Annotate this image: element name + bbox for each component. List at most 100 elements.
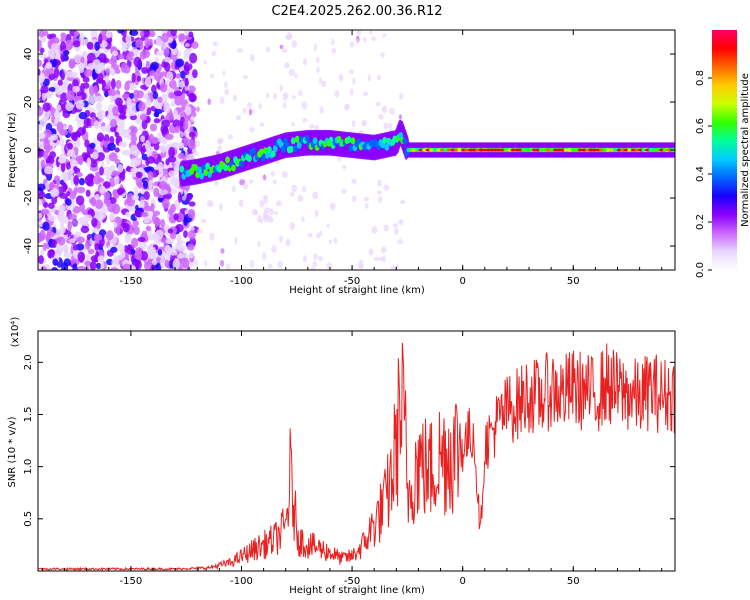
bottom-y-tick-label: 1.5 <box>23 407 34 423</box>
heatmap-cell <box>272 179 277 185</box>
heatmap-cell <box>94 41 100 52</box>
heatmap-cell <box>231 164 236 172</box>
heatmap-cell <box>301 101 308 110</box>
heatmap-cell <box>46 231 55 238</box>
heatmap-cell <box>160 93 168 105</box>
heatmap-cell <box>133 226 140 236</box>
heatmap-cell <box>262 174 267 181</box>
heatmap-cell <box>302 117 308 123</box>
heatmap-cell <box>48 249 55 258</box>
heatmap-cell <box>194 259 199 267</box>
heatmap-cell <box>242 107 247 114</box>
heatmap-cell <box>208 232 215 241</box>
heatmap-cell <box>144 37 150 49</box>
colorbar-label: Normalized spectral amplitude <box>740 73 750 227</box>
heatmap-cell <box>57 157 67 164</box>
heatmap-cell <box>115 79 122 90</box>
heatmap-cell <box>193 164 199 172</box>
heatmap-cell <box>184 77 189 87</box>
heatmap-cell <box>58 209 65 219</box>
heatmap-cell <box>78 111 88 120</box>
heatmap-cell <box>91 217 98 228</box>
heatmap-cell <box>95 95 104 102</box>
heatmap-cell <box>53 67 60 79</box>
heatmap-cell <box>75 99 85 110</box>
heatmap-cell <box>60 37 66 43</box>
heatmap-cell <box>377 179 382 187</box>
heatmap-cell <box>380 52 385 58</box>
bottom-y-tick-label: 2.0 <box>23 354 34 370</box>
heatmap-cell <box>302 58 308 66</box>
heatmap-cell <box>173 90 183 96</box>
top-y-tick-label: -20 <box>23 190 34 206</box>
heatmap-cell <box>232 94 238 102</box>
top-y-ticks: -40 -20 0 20 40 <box>23 48 675 254</box>
heatmap-cell <box>142 94 150 100</box>
heatmap-cell <box>140 135 146 143</box>
heatmap-cell <box>139 199 145 208</box>
heatmap-cell <box>156 132 163 143</box>
heatmap-cell <box>128 51 134 58</box>
heatmap-cell <box>188 201 196 207</box>
heatmap-cell <box>249 179 254 184</box>
heatmap-cell <box>165 238 174 245</box>
heatmap-cell <box>139 30 145 38</box>
heatmap-cell <box>163 62 171 72</box>
heatmap-cell <box>137 236 146 243</box>
top-x-axis-label: Height of straight line (km) <box>289 285 425 296</box>
heatmap-cell <box>158 189 168 195</box>
snr-series-line <box>38 342 675 571</box>
heatmap-cell <box>186 193 193 202</box>
heatmap-cell <box>74 95 80 102</box>
heatmap-cell <box>59 217 65 229</box>
heatmap-cell <box>98 33 103 45</box>
heatmap-cell <box>121 149 131 156</box>
heatmap-cell <box>129 92 134 100</box>
heatmap-cell <box>174 223 184 233</box>
heatmap-cell <box>399 92 404 100</box>
heatmap-cell <box>278 235 284 243</box>
top-x-tick-label: -150 <box>120 276 143 287</box>
heatmap-cell <box>143 205 153 212</box>
heatmap-cell <box>60 70 65 81</box>
heatmap-cell <box>110 78 116 90</box>
heatmap-cell <box>54 246 63 257</box>
heatmap-cell <box>388 107 395 115</box>
heatmap-cell <box>398 131 404 139</box>
heatmap-cell <box>111 106 119 117</box>
heatmap-cell <box>219 203 223 211</box>
heatmap-cell <box>398 219 404 225</box>
top-x-ticks: -150 -100 -50 0 50 <box>41 30 663 287</box>
heatmap-cell <box>105 230 114 241</box>
heatmap-cell <box>140 211 147 217</box>
heatmap-cell <box>173 109 179 120</box>
heatmap-cell <box>125 34 132 44</box>
heatmap-cell <box>260 154 266 162</box>
heatmap-cell <box>103 191 111 201</box>
heatmap-cell <box>132 219 139 227</box>
heatmap-cell <box>108 58 118 66</box>
heatmap-cell <box>129 144 139 155</box>
heatmap-cell <box>137 112 142 124</box>
heatmap-cell <box>223 164 228 172</box>
heatmap-cell <box>42 221 50 231</box>
bottom-x-tick-label: 50 <box>567 576 580 587</box>
heatmap-cell <box>266 146 272 154</box>
heatmap-cell <box>381 105 388 114</box>
heatmap-cell <box>80 56 85 64</box>
heatmap-cell <box>378 195 383 204</box>
heatmap-cells <box>38 30 675 270</box>
heatmap-cell <box>72 40 81 48</box>
heatmap-cell <box>197 228 203 234</box>
heatmap-cell <box>211 50 217 57</box>
heatmap-cell <box>106 258 114 266</box>
heatmap-cell <box>224 88 229 96</box>
bottom-x-tick-label: -50 <box>344 576 360 587</box>
heatmap-cell <box>367 74 372 82</box>
heatmap-cell <box>176 233 182 244</box>
heatmap-cell <box>169 188 178 195</box>
heatmap-cell <box>104 74 110 83</box>
heatmap-cell <box>183 189 188 197</box>
heatmap-cell <box>86 41 94 50</box>
heatmap-cell <box>170 40 177 50</box>
